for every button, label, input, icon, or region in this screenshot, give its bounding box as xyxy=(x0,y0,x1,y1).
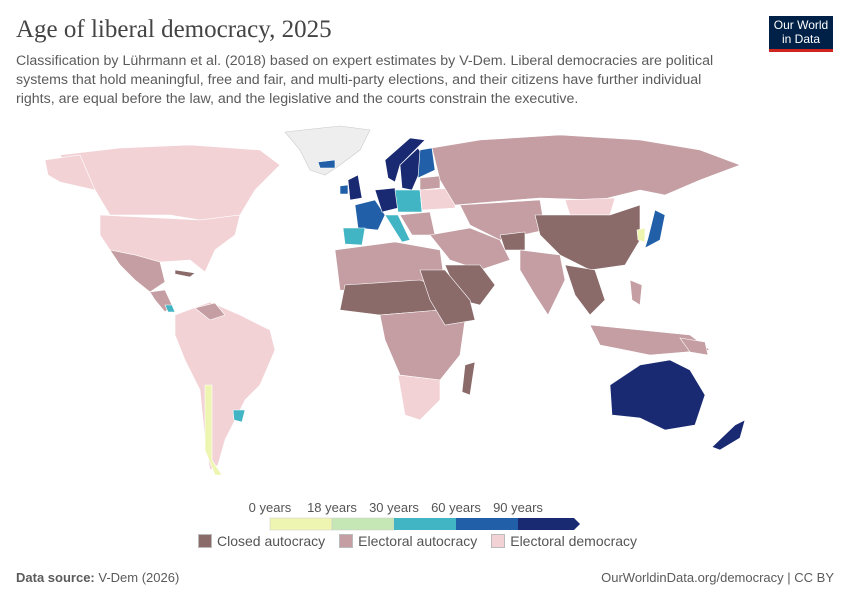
swatch xyxy=(491,534,506,548)
mongolia[interactable] xyxy=(564,197,616,216)
swatch xyxy=(339,534,354,548)
ireland[interactable] xyxy=(339,184,349,195)
middle-east[interactable] xyxy=(429,227,511,271)
ukraine[interactable] xyxy=(419,187,456,211)
costa-rica[interactable] xyxy=(164,304,176,313)
russia[interactable] xyxy=(431,134,741,206)
owid-logo[interactable]: Our World in Data xyxy=(769,16,833,52)
bin-30-60[interactable] xyxy=(394,518,456,530)
legend-label: Closed autocracy xyxy=(217,533,326,549)
japan[interactable] xyxy=(644,209,666,249)
alaska[interactable] xyxy=(44,154,96,191)
source-label: Data source: xyxy=(16,570,95,585)
finland[interactable] xyxy=(417,147,436,179)
india[interactable] xyxy=(519,249,566,316)
chile[interactable] xyxy=(204,384,223,476)
korea[interactable] xyxy=(636,227,646,243)
uk[interactable] xyxy=(347,174,363,201)
central-europe[interactable] xyxy=(394,189,423,213)
legend-electoral-democracy[interactable]: Electoral democracy xyxy=(491,533,637,549)
southern-africa[interactable] xyxy=(397,374,441,421)
france[interactable] xyxy=(354,199,386,231)
new-zealand[interactable] xyxy=(711,419,746,451)
legend-closed-autocracy[interactable]: Closed autocracy xyxy=(198,533,325,549)
legend-electoral-autocracy[interactable]: Electoral autocracy xyxy=(339,533,477,549)
world-map[interactable] xyxy=(0,120,850,500)
southeast-asia[interactable] xyxy=(564,264,606,316)
legend-tick: 0 years xyxy=(248,500,292,515)
source-link[interactable]: OurWorldinData.org/democracy | CC BY xyxy=(601,570,834,585)
chart-title: Age of liberal democracy, 2025 xyxy=(16,16,332,43)
legend-label: Electoral autocracy xyxy=(358,533,478,549)
legend-tick: 30 years xyxy=(369,500,419,515)
sudan-ethiopia[interactable] xyxy=(419,269,476,326)
cuba[interactable] xyxy=(174,269,196,278)
legend-tick: 60 years xyxy=(431,500,481,515)
afghanistan[interactable] xyxy=(499,231,526,251)
bin-0-18[interactable] xyxy=(269,517,333,531)
bin-60-90[interactable] xyxy=(456,518,518,530)
spain[interactable] xyxy=(342,227,366,246)
iceland[interactable] xyxy=(317,159,336,169)
italy[interactable] xyxy=(384,214,411,243)
source-name[interactable]: V-Dem (2026) xyxy=(98,570,180,585)
belarus[interactable] xyxy=(419,175,441,191)
chart-subtitle: Classification by Lührmann et al. (2018)… xyxy=(16,53,714,107)
usa[interactable] xyxy=(99,214,241,273)
south-america[interactable] xyxy=(174,301,276,471)
china[interactable] xyxy=(534,204,641,271)
bin-18-30[interactable] xyxy=(331,517,395,531)
australia[interactable] xyxy=(609,359,706,431)
madagascar[interactable] xyxy=(461,361,476,396)
bin-90-plus[interactable] xyxy=(518,518,580,530)
venezuela[interactable] xyxy=(194,302,226,321)
mexico[interactable] xyxy=(109,249,166,293)
indonesia[interactable] xyxy=(589,324,711,356)
color-scale-bar xyxy=(269,517,580,531)
greenland[interactable] xyxy=(284,125,371,176)
data-source: Data source: V-Dem (2026) xyxy=(16,570,179,585)
legend-label: Electoral democracy xyxy=(510,533,638,549)
canada[interactable] xyxy=(59,144,281,221)
uruguay[interactable] xyxy=(232,409,246,423)
philippines[interactable] xyxy=(629,279,643,306)
papua-new-guinea[interactable] xyxy=(679,337,709,356)
legend-tick: 18 years xyxy=(307,500,357,515)
swatch xyxy=(198,534,212,548)
legend-tick: 90 years xyxy=(493,500,543,515)
